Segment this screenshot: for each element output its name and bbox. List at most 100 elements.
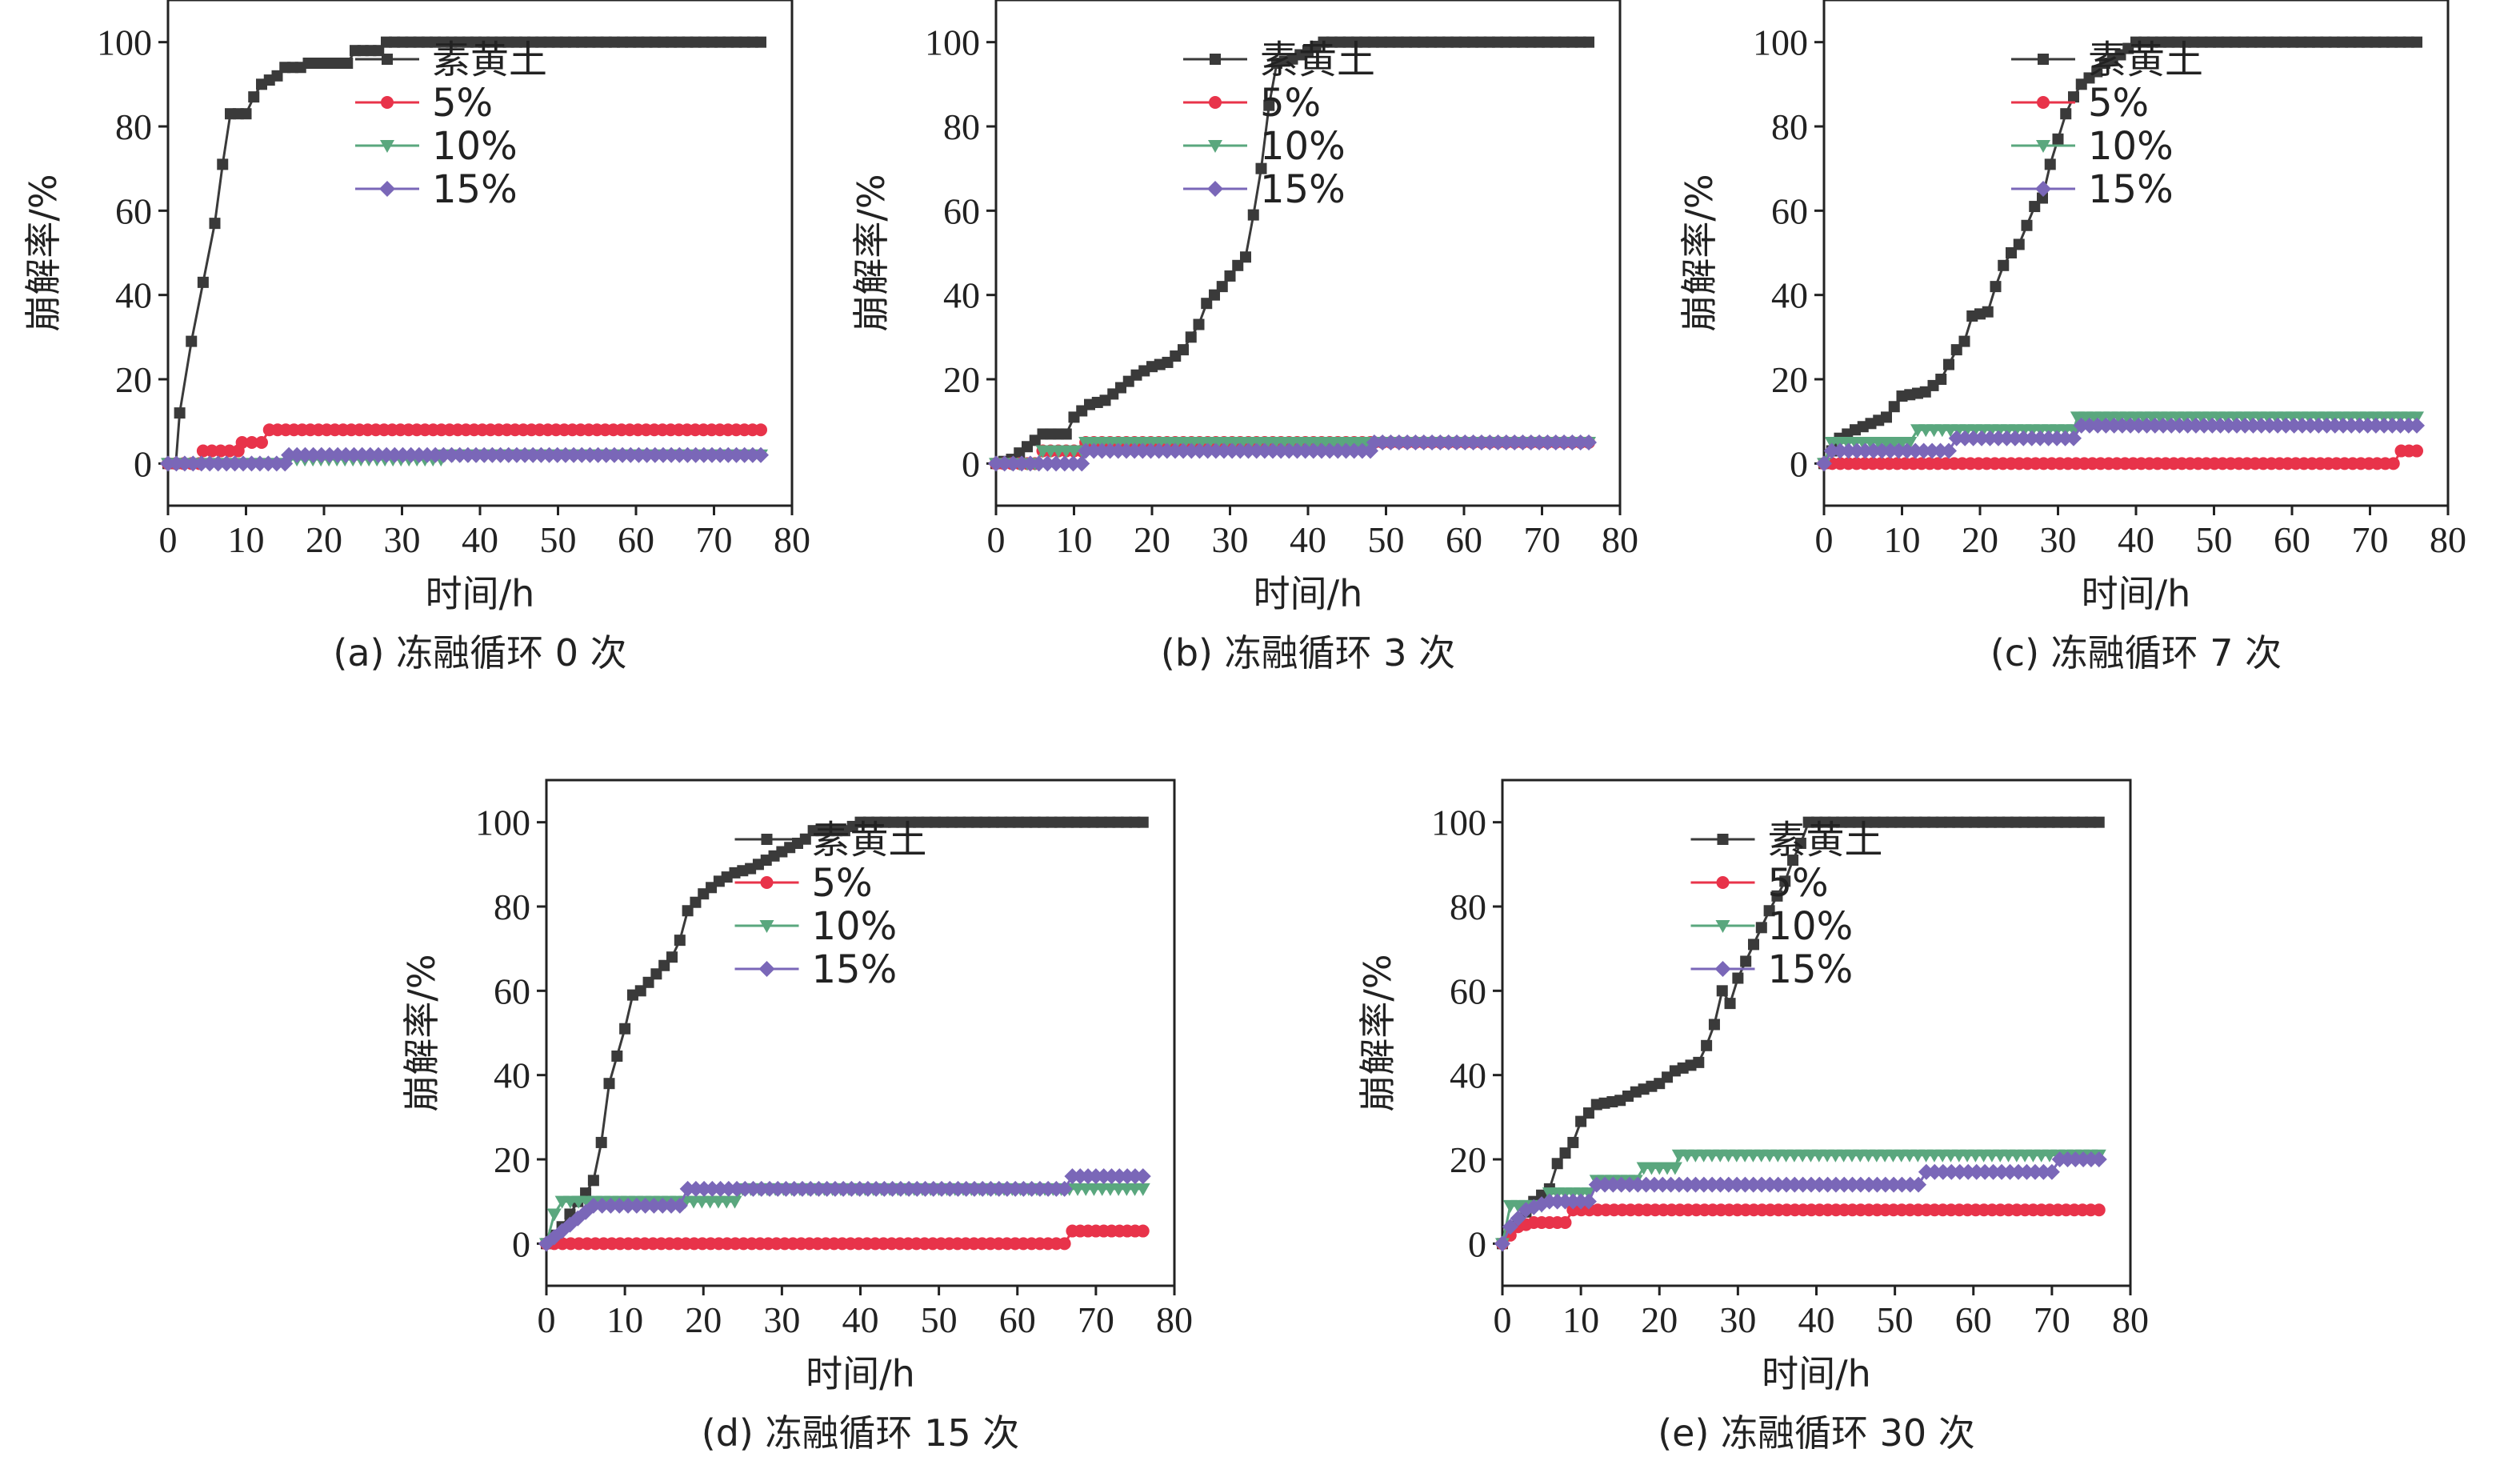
data-point [1137, 816, 1149, 828]
x-tick-label: 80 [1602, 519, 1638, 560]
data-point [1737, 1176, 1754, 1193]
y-tick-label: 20 [1771, 359, 1808, 400]
data-point [289, 446, 306, 463]
data-point [2090, 417, 2106, 434]
y-tick-label: 80 [1450, 887, 1486, 927]
x-tick-label: 60 [999, 1299, 1036, 1340]
data-point [2043, 1163, 2060, 1180]
data-point [2294, 417, 2310, 434]
data-point [1836, 1176, 1853, 1193]
data-point [1857, 442, 1874, 459]
data-point [1232, 442, 1249, 459]
legend-label: 10% [1768, 904, 1854, 949]
data-point [1654, 1176, 1671, 1193]
data-point [226, 455, 243, 472]
data-point [1667, 1162, 1682, 1175]
data-point [443, 446, 460, 463]
data-point [209, 218, 221, 230]
data-point [942, 1180, 958, 1197]
data-point [1968, 1163, 1985, 1180]
data-point [1473, 434, 1490, 450]
data-point [1985, 1163, 2002, 1180]
data-point [2351, 417, 2368, 434]
data-point [1136, 1224, 1150, 1238]
data-point [1539, 434, 1556, 450]
data-point [2114, 417, 2130, 434]
data-point [1338, 442, 1354, 459]
data-point [235, 455, 252, 472]
data-point [1934, 1163, 1951, 1180]
data-point [1679, 1176, 1696, 1193]
data-point [1506, 434, 1523, 450]
data-point [235, 436, 249, 449]
data-point [679, 1180, 696, 1197]
data-point [696, 1180, 713, 1197]
data-point [2010, 1163, 2027, 1180]
data-point [826, 1180, 843, 1197]
x-tick-label: 60 [1446, 519, 1482, 560]
data-point [419, 446, 436, 463]
data-point [271, 70, 283, 82]
data-point [2286, 417, 2302, 434]
data-point [2237, 417, 2254, 434]
x-tick-label: 70 [696, 519, 733, 560]
data-point [2006, 430, 2023, 446]
data-point [2171, 417, 2188, 434]
data-point [753, 446, 769, 463]
data-point [753, 1180, 770, 1197]
x-axis-title: 时间/h [1762, 1352, 1871, 1395]
x-axis-title: 时间/h [2082, 572, 2191, 615]
legend-label: 5% [1260, 81, 1321, 126]
data-point [1382, 434, 1399, 450]
data-point [1794, 1176, 1811, 1193]
data-point [2066, 430, 2082, 446]
x-tick-label: 50 [540, 519, 577, 560]
data-point [1449, 434, 1465, 450]
legend-marker [1714, 961, 1731, 977]
data-point [1622, 1176, 1638, 1193]
data-point [255, 436, 268, 449]
data-point [810, 1180, 827, 1197]
data-point [557, 446, 574, 463]
data-point [176, 455, 193, 472]
data-point [1216, 281, 1228, 293]
data-point [313, 446, 330, 463]
data-point [549, 446, 566, 463]
data-point [1031, 1180, 1048, 1197]
data-point [451, 446, 468, 463]
x-tick-label: 0 [159, 519, 178, 560]
data-point [459, 446, 476, 463]
data-point [1060, 428, 1072, 440]
data-point [996, 455, 1013, 472]
legend-marker [382, 54, 393, 65]
x-tick-label: 20 [1641, 1299, 1678, 1340]
data-point [251, 455, 268, 472]
data-point [1440, 434, 1457, 450]
data-point [1865, 442, 1882, 459]
data-point [2204, 417, 2221, 434]
data-point [222, 444, 236, 458]
legend-label: 素黄土 [812, 818, 927, 863]
data-point [1297, 442, 1314, 459]
x-tick-label: 80 [1156, 1299, 1193, 1340]
data-point [1056, 455, 1073, 472]
legend-label: 5% [432, 81, 493, 126]
data-point [2073, 417, 2090, 434]
data-point [186, 335, 198, 347]
x-tick-label: 80 [2112, 1299, 2149, 1340]
data-point [1273, 442, 1290, 459]
data-point [214, 444, 227, 458]
legend-label: 10% [812, 904, 898, 949]
data-point [1732, 972, 1744, 984]
series-4 [538, 1168, 1151, 1252]
y-tick-label: 20 [115, 359, 152, 400]
data-point [1575, 1115, 1587, 1127]
x-tick-label: 50 [1368, 519, 1405, 560]
data-point [2002, 1163, 2018, 1180]
data-point [197, 276, 209, 288]
y-tick-label: 20 [494, 1139, 530, 1180]
data-point [1849, 442, 1866, 459]
data-point [666, 951, 678, 963]
x-tick-label: 20 [306, 519, 342, 560]
data-point [305, 446, 322, 463]
